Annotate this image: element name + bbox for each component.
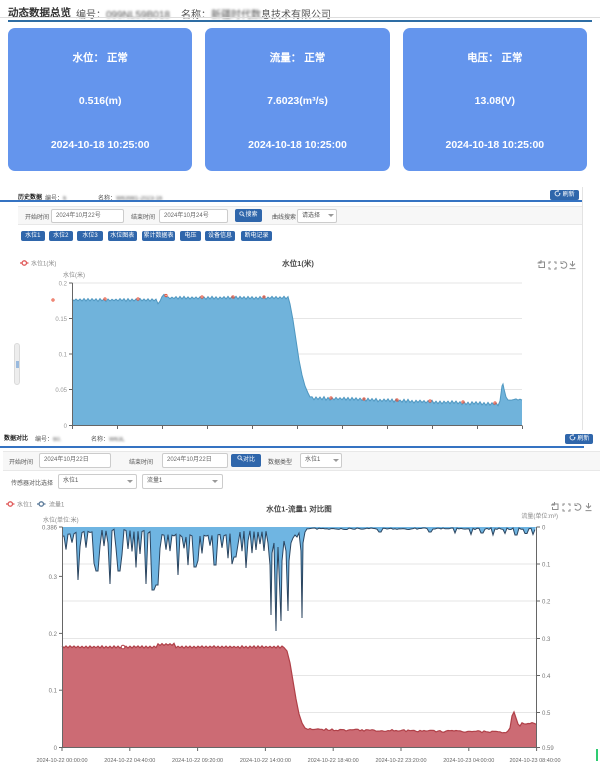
svg-text:0.4: 0.4	[542, 674, 551, 680]
svg-text:0.386: 0.386	[42, 526, 58, 532]
svg-text:0.3: 0.3	[542, 637, 551, 643]
svg-text:2024-10-23 04:00:00: 2024-10-23 04:00:00	[443, 758, 494, 764]
svg-text:0.05: 0.05	[55, 388, 67, 394]
svg-text:水位1(米): 水位1(米)	[31, 260, 56, 268]
svg-text:0: 0	[54, 746, 58, 752]
svg-text:0.5: 0.5	[542, 711, 551, 717]
svg-text:流量(单位:m³): 流量(单位:m³)	[521, 512, 558, 520]
svg-text:水位1-流量1 对比图: 水位1-流量1 对比图	[266, 504, 332, 514]
svg-text:2024-10-22 18:40:00: 2024-10-22 18:40:00	[308, 758, 359, 764]
svg-text:0.2: 0.2	[59, 282, 68, 288]
svg-text:0.59: 0.59	[542, 746, 554, 752]
svg-text:0.2: 0.2	[542, 600, 551, 606]
svg-text:2024-10-22 04:40:00: 2024-10-22 04:40:00	[104, 758, 155, 764]
svg-text:流量1: 流量1	[49, 501, 65, 509]
svg-text:0.3: 0.3	[49, 575, 58, 581]
svg-text:0: 0	[542, 526, 546, 532]
svg-text:2024-10-22 09:20:00: 2024-10-22 09:20:00	[172, 758, 223, 764]
svg-text:水位(单位:米): 水位(单位:米)	[43, 516, 79, 524]
svg-text:0.2: 0.2	[49, 632, 58, 638]
svg-text:水位1(米): 水位1(米)	[282, 258, 314, 268]
svg-text:2024-10-23 08:40:00: 2024-10-23 08:40:00	[509, 758, 560, 764]
svg-text:0: 0	[64, 424, 68, 430]
svg-text:2024-10-22 00:00:00: 2024-10-22 00:00:00	[36, 758, 87, 764]
svg-text:2024-10-22 14:00:00: 2024-10-22 14:00:00	[240, 758, 291, 764]
svg-text:0.1: 0.1	[542, 563, 551, 569]
svg-text:2024-10-22 23:20:00: 2024-10-22 23:20:00	[375, 758, 426, 764]
svg-text:水位1: 水位1	[17, 501, 33, 509]
svg-text:水位(米): 水位(米)	[63, 271, 85, 279]
svg-text:0.1: 0.1	[59, 353, 68, 359]
svg-text:0.1: 0.1	[49, 689, 58, 695]
svg-text:0.15: 0.15	[55, 317, 67, 323]
